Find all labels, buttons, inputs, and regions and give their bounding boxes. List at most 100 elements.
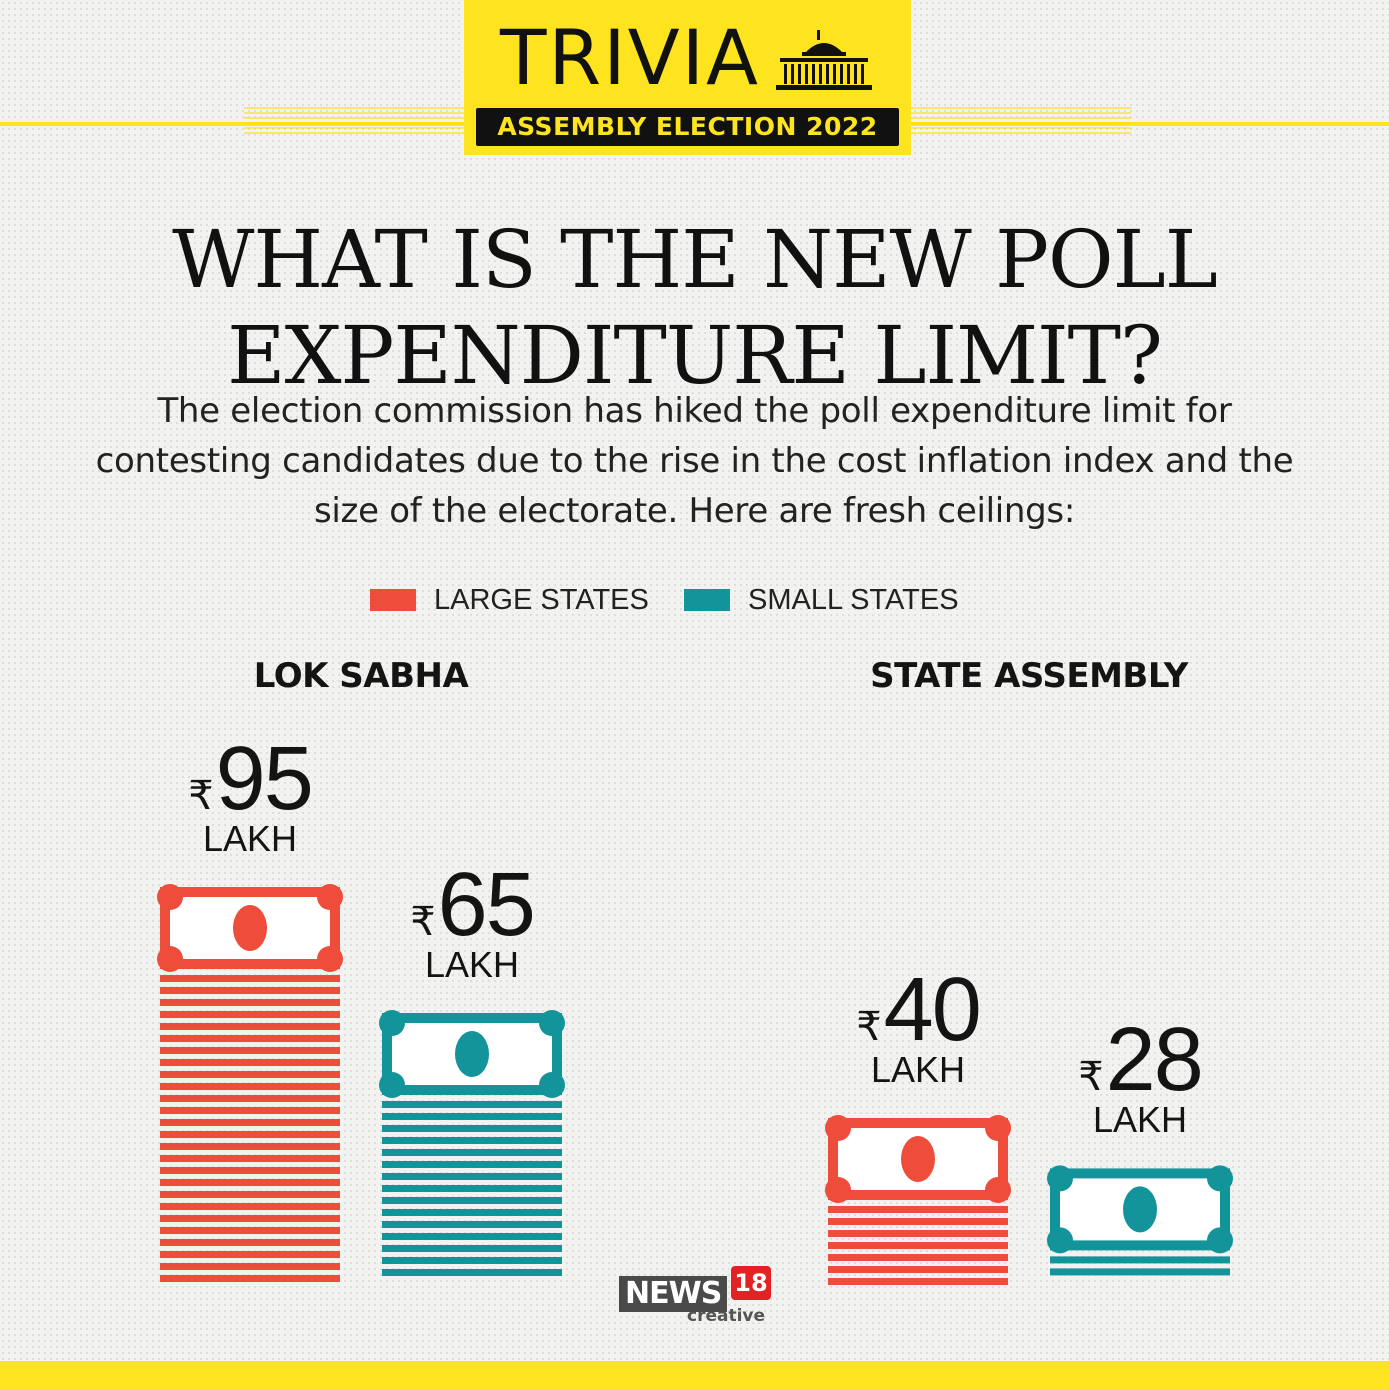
banknote-corner [1207, 1227, 1233, 1254]
banknote-corner [1047, 1227, 1073, 1254]
note-stack-line [160, 1035, 340, 1042]
badge-subtitle: ASSEMBLY ELECTION 2022 [497, 112, 878, 141]
note-stack-line [382, 1185, 562, 1192]
banknote-corner [1047, 1165, 1073, 1192]
value-number: 28 [1105, 1010, 1204, 1111]
bottom-yellow-bar [0, 1361, 1389, 1389]
trivia-badge: TRIVIA ASSEMBLY ELECTION 2022 [464, 0, 911, 155]
note-stack-line [160, 1215, 340, 1222]
value-unit: LAKH [1092, 1099, 1188, 1141]
banknote-corner [379, 1072, 405, 1098]
note-stack-line [828, 1242, 1008, 1249]
banknote-corner [985, 1177, 1011, 1203]
note-stack-line [160, 1047, 340, 1054]
note-stack-line [160, 1203, 340, 1210]
note-stack-line [382, 1257, 562, 1264]
banknote-corner [379, 1010, 405, 1036]
value-number: 40 [883, 960, 982, 1060]
logo-number: 18 [731, 1266, 771, 1300]
legend-item-small: SMALL STATES [684, 582, 959, 618]
note-stack-line [382, 1245, 562, 1252]
value-unit: LAKH [202, 818, 298, 859]
logo-tag: creative [687, 1306, 766, 1326]
note-stack-line [382, 1161, 562, 1168]
news18-logo: NEWS 18 creative [619, 1266, 779, 1328]
currency-symbol: ₹ [410, 899, 436, 945]
note-stack-line [382, 1125, 562, 1132]
badge-subtitle-strip: ASSEMBLY ELECTION 2022 [476, 108, 899, 146]
value-label-state-assembly-small: ₹28 LAKH [1050, 1015, 1230, 1141]
currency-symbol: ₹ [1078, 1054, 1104, 1101]
banknote-seal [901, 1136, 935, 1182]
note-stack-line [828, 1230, 1008, 1237]
legend-label-large: LARGE STATES [434, 583, 649, 616]
value-unit: LAKH [424, 944, 520, 985]
note-stack-line [160, 1071, 340, 1078]
note-stack-line [382, 1209, 562, 1216]
note-stack-line [160, 1095, 340, 1102]
note-stack-line [382, 1173, 562, 1180]
legend-item-large: LARGE STATES [370, 582, 649, 618]
value-unit: LAKH [870, 1049, 966, 1090]
note-stack-line [160, 1167, 340, 1174]
note-stack-line [1050, 1256, 1230, 1264]
note-stack-line [160, 1059, 340, 1066]
note-stack-line [160, 1131, 340, 1138]
note-stack-line [828, 1206, 1008, 1213]
badge-title: TRIVIA [500, 13, 761, 102]
category-label-state-assembly: STATE ASSEMBLY [870, 656, 1188, 696]
banknote-corner [157, 946, 183, 972]
value-number: 95 [215, 729, 314, 829]
note-stack-line [160, 1023, 340, 1030]
note-stack-line [160, 1191, 340, 1198]
parliament-icon [776, 30, 872, 90]
title-line-1: WHAT IS THE NEW POLL [172, 213, 1218, 306]
note-stack-line [160, 1119, 340, 1126]
value-label-state-assembly-large: ₹40 LAKH [828, 965, 1008, 1090]
title-line-2: EXPENDITURE LIMIT? [227, 309, 1163, 402]
note-stack-line [382, 1269, 562, 1276]
note-stack-line [382, 1101, 562, 1108]
note-stack-line [160, 1275, 340, 1282]
currency-symbol: ₹ [188, 773, 214, 819]
legend-label-small: SMALL STATES [748, 583, 959, 616]
value-label-lok-sabha-large: ₹95 LAKH [160, 734, 340, 859]
note-stack-line [160, 1227, 340, 1234]
note-stack-line [828, 1254, 1008, 1261]
banknote-corner [317, 946, 343, 972]
currency-symbol: ₹ [856, 1004, 882, 1050]
note-stack-line [382, 1197, 562, 1204]
banknote-seal [455, 1031, 489, 1077]
bar-lok-sabha-large [157, 884, 343, 1282]
bar-state-assembly-small [1047, 1165, 1233, 1276]
page-title: WHAT IS THE NEW POLL EXPENDITURE LIMIT? [0, 212, 1389, 404]
note-stack-line [828, 1278, 1008, 1285]
note-stack-line [160, 1155, 340, 1162]
note-stack-line [828, 1266, 1008, 1273]
banknote-corner [825, 1115, 851, 1141]
note-stack-line [160, 1263, 340, 1270]
note-stack-line [382, 1113, 562, 1120]
banknote-seal [233, 905, 267, 951]
note-stack-line [160, 1143, 340, 1150]
note-stack-line [382, 1233, 562, 1240]
category-label-lok-sabha: LOK SABHA [253, 656, 469, 696]
note-stack-line [160, 1107, 340, 1114]
hatch-right [911, 104, 1131, 134]
legend-swatch-small [684, 589, 730, 611]
note-stack-line [382, 1149, 562, 1156]
note-stack-line [160, 987, 340, 994]
bar-lok-sabha-small [379, 1010, 565, 1276]
banknote-corner [317, 884, 343, 910]
note-stack-line [160, 1251, 340, 1258]
note-stack-line [382, 1137, 562, 1144]
banknote-seal [1123, 1186, 1157, 1233]
logo-brand: NEWS [619, 1276, 728, 1312]
note-stack-line [160, 975, 340, 982]
banknote-corner [157, 884, 183, 910]
banknote-corner [539, 1072, 565, 1098]
banknote-corner [1207, 1165, 1233, 1192]
note-stack-line [160, 1083, 340, 1090]
note-stack-line [1050, 1268, 1230, 1276]
